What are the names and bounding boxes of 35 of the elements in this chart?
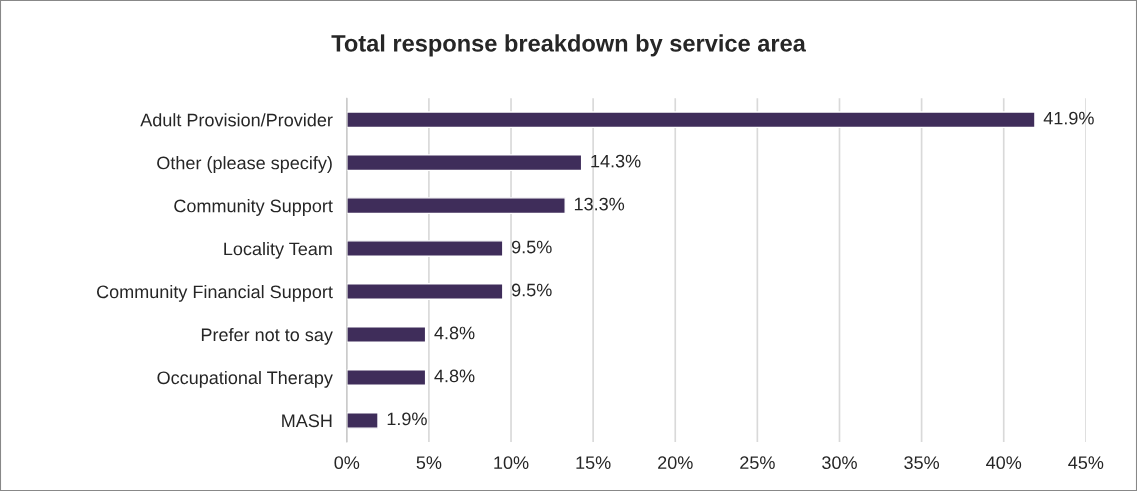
x-tick-label: 10% [494, 456, 529, 470]
y-tick-label: Adult Provision/Provider [140, 113, 333, 127]
data-label: 9.5% [511, 240, 552, 254]
bar [346, 326, 427, 343]
y-tick-label: Prefer not to say [201, 327, 333, 345]
data-label: 13.3% [574, 197, 625, 211]
y-tick-label: Locality Team [224, 242, 332, 259]
x-tick-label: 20% [658, 456, 693, 470]
bar [346, 283, 504, 300]
bar [346, 154, 583, 172]
data-label: 14.3% [591, 154, 641, 168]
x-tick-label: 45% [1068, 456, 1104, 470]
bar [346, 240, 504, 257]
data-label: 4.8% [434, 326, 475, 340]
data-label: 9.5% [511, 283, 552, 297]
bar [346, 411, 379, 429]
y-tick-label: Occupational Therapy [157, 370, 333, 388]
x-tick-label: 15% [576, 456, 611, 470]
y-tick-label: MASH [282, 414, 332, 428]
x-tick-label: 30% [822, 456, 857, 470]
y-tick-label: Community Support [174, 199, 333, 216]
chart-title: Total response breakdown by service area [331, 34, 806, 57]
x-tick-label: 35% [904, 456, 940, 470]
x-tick-label: 0% [334, 456, 360, 470]
bar [346, 111, 1036, 129]
x-tick-label: 5% [416, 456, 442, 470]
x-tick-label: 25% [740, 456, 775, 470]
bar [346, 197, 566, 215]
data-label: 4.8% [434, 369, 475, 383]
x-tick-label: 40% [986, 456, 1022, 470]
bar [346, 369, 427, 386]
data-label: 1.9% [387, 412, 427, 426]
data-label: 41.9% [1043, 111, 1094, 125]
y-tick-label: Community Financial Support [97, 284, 333, 302]
y-tick-label: Other (please specify) [157, 156, 332, 173]
